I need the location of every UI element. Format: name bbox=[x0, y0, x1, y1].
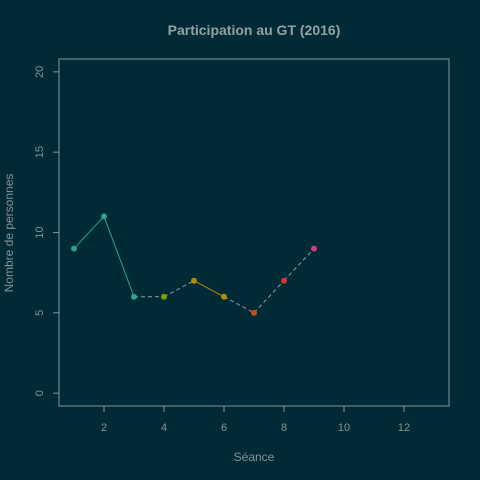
chart-title: Participation au GT (2016) bbox=[168, 22, 341, 38]
series-segment bbox=[223, 296, 255, 314]
y-axis-label: Nombre de personnes bbox=[2, 174, 16, 293]
series-points bbox=[71, 213, 317, 316]
data-point bbox=[251, 309, 257, 316]
data-point bbox=[71, 245, 77, 252]
x-tick-label: 8 bbox=[281, 422, 287, 434]
y-tick-label: 5 bbox=[34, 310, 46, 316]
y-tick-label: 20 bbox=[34, 66, 46, 78]
series-segment bbox=[73, 216, 105, 249]
plot-frame bbox=[58, 58, 450, 407]
y-tick-label: 0 bbox=[34, 390, 46, 396]
y-axis: 0 5 10 15 20 bbox=[34, 66, 59, 396]
series-lines bbox=[73, 216, 315, 314]
series-segment bbox=[193, 280, 225, 298]
x-tick-label: 6 bbox=[221, 422, 227, 434]
x-axis: 2 4 6 8 10 12 bbox=[101, 406, 410, 434]
series-segment bbox=[253, 280, 285, 314]
data-point bbox=[161, 293, 167, 300]
data-point bbox=[311, 245, 317, 252]
data-point bbox=[221, 293, 227, 300]
x-tick-label: 2 bbox=[101, 422, 107, 434]
data-point bbox=[101, 213, 107, 220]
x-tick-label: 12 bbox=[398, 422, 410, 434]
y-tick-label: 15 bbox=[34, 146, 46, 158]
data-point bbox=[131, 293, 137, 300]
x-tick-label: 10 bbox=[338, 422, 350, 434]
series-segment bbox=[163, 280, 195, 298]
x-tick-label: 4 bbox=[161, 422, 167, 434]
data-point bbox=[281, 277, 287, 284]
x-axis-label: Séance bbox=[234, 450, 275, 464]
series-segment bbox=[103, 216, 135, 297]
data-point bbox=[191, 277, 197, 284]
series-segment bbox=[283, 248, 315, 282]
y-tick-label: 10 bbox=[34, 226, 46, 238]
